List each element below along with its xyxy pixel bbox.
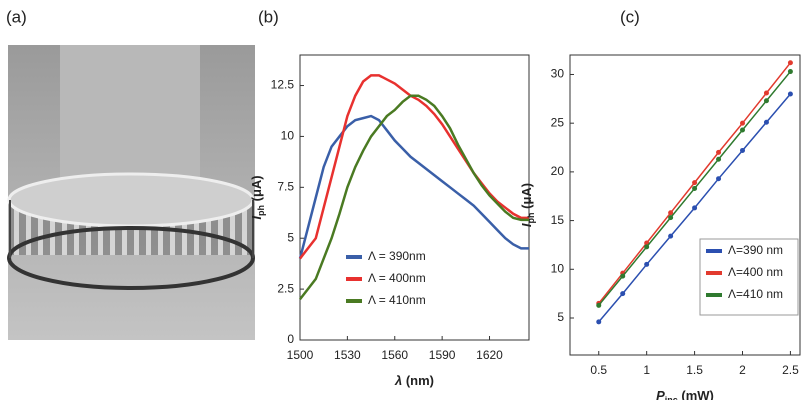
axis-label-part: ph <box>526 213 536 224</box>
y-tick-label: 2.5 <box>277 281 294 295</box>
y-tick-label: 20 <box>551 164 565 178</box>
data-point <box>596 302 602 308</box>
panel-label: (a) <box>6 7 27 26</box>
x-tick-label: 0.5 <box>590 363 607 377</box>
series-line <box>299 74 529 260</box>
data-point <box>740 120 745 126</box>
x-tick-label: 2 <box>739 363 746 377</box>
y-tick-label: 12.5 <box>271 78 295 92</box>
axis-label: Pinc (mW) <box>656 388 714 400</box>
data-point <box>620 273 626 279</box>
y-tick-label: 10 <box>551 261 565 275</box>
x-tick-label: 1560 <box>381 348 408 362</box>
axis-label: Iph (μA) <box>249 175 266 219</box>
data-point <box>763 119 769 125</box>
axis-label: Iph (μA) <box>519 183 536 227</box>
x-tick-label: 1.5 <box>686 363 703 377</box>
data-point <box>596 319 602 325</box>
x-tick-label: 2.5 <box>782 363 799 377</box>
data-point <box>716 176 722 182</box>
axis-label-part: P <box>656 388 665 400</box>
legend-label: Λ = 400nm <box>368 271 426 285</box>
series-line <box>299 94 529 301</box>
legend-label: Λ=410 nm <box>728 287 783 301</box>
y-tick-label: 5 <box>287 230 294 244</box>
y-tick-label: 15 <box>551 213 565 227</box>
data-point <box>644 261 650 267</box>
axis-label-part: (nm) <box>402 373 434 388</box>
series-line <box>298 114 529 259</box>
panel-label: (c) <box>620 7 640 26</box>
sem-image <box>7 45 255 340</box>
legend-label: Λ=390 nm <box>728 243 783 257</box>
y-tick-label: 10 <box>281 129 295 143</box>
y-tick-label: 25 <box>551 115 565 129</box>
data-point <box>763 98 769 104</box>
y-tick-label: 0 <box>287 332 294 346</box>
data-point <box>692 205 698 211</box>
y-tick-label: 5 <box>557 310 564 324</box>
legend-label: Λ=400 nm <box>728 265 783 279</box>
axis-label-part: ph <box>256 205 266 216</box>
legend-label: Λ = 390nm <box>368 249 426 263</box>
x-tick-label: 1530 <box>334 348 361 362</box>
legend-label: Λ = 410nm <box>368 293 426 307</box>
data-point <box>668 215 674 221</box>
axis-label-part: inc <box>665 395 678 400</box>
plot-frame <box>299 54 530 341</box>
x-tick-label: 1620 <box>476 348 503 362</box>
axis-label-part: λ <box>394 373 402 388</box>
x-tick-label: 1 <box>643 363 650 377</box>
axis-label: λ (nm) <box>394 373 434 388</box>
data-point <box>692 185 698 191</box>
data-point <box>787 69 793 75</box>
panel-label: (b) <box>258 7 279 26</box>
data-point <box>740 147 745 153</box>
y-tick-label: 30 <box>551 67 565 81</box>
data-point <box>740 127 745 133</box>
data-point <box>716 156 722 162</box>
y-tick-label: 7.5 <box>277 179 294 193</box>
data-point <box>787 60 793 66</box>
x-tick-label: 1500 <box>287 348 314 362</box>
axis-label-part: I <box>249 216 264 220</box>
x-tick-label: 1590 <box>429 348 456 362</box>
plot-frame <box>569 54 801 356</box>
axis-label-part: (mW) <box>678 388 714 400</box>
axis-label-part: (μA) <box>249 175 264 205</box>
data-point <box>787 91 793 97</box>
axis-label-part: (μA) <box>519 183 534 213</box>
axis-label-part: I <box>519 223 534 227</box>
data-point <box>668 233 674 239</box>
data-point <box>644 244 650 250</box>
data-point <box>668 210 674 216</box>
data-point <box>716 149 722 155</box>
data-point <box>763 90 769 96</box>
data-point <box>620 291 626 297</box>
data-point <box>692 180 698 186</box>
